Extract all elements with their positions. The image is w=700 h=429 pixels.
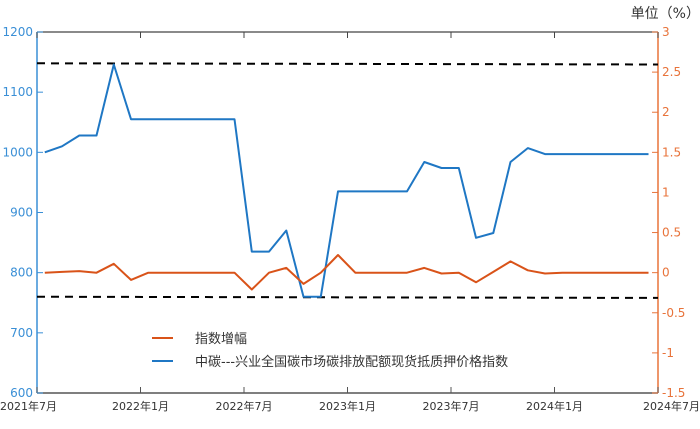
right-y-tick-label: 2 [662,105,670,119]
right-y-tick-label: -1.5 [662,386,685,400]
legend-label-index: 中碳---兴业全国碳市场碳排放配额现货抵质押价格指数 [195,354,508,370]
unit-label: 单位（%） [631,6,700,22]
reference-line-dashed [37,297,658,298]
legend: 指数增幅 中碳---兴业全国碳市场碳排放配额现货抵质押价格指数 [152,332,508,370]
right-y-tick-label: 1.5 [662,145,681,159]
right-y-tick-label: -0.5 [662,306,685,320]
change-series-line [45,255,649,290]
right-y-tick-label: -1 [662,346,674,360]
left-y-tick-label: 900 [10,206,33,220]
x-tick-label: 2021年7月 [0,399,57,413]
left-y-tick-label: 1200 [2,25,33,39]
legend-label-change: 指数增幅 [195,332,247,347]
right-y-tick-label: 0 [662,266,670,280]
left-y-tick-label: 600 [10,386,33,400]
right-y-tick-label: 1 [662,185,670,199]
left-y-tick-label: 1100 [2,85,33,99]
reference-line-dashed [37,63,658,64]
x-tick-label: 2022年1月 [112,399,169,413]
left-y-tick-label: 1000 [2,145,33,159]
index-series-line [45,65,649,297]
right-y-tick-label: 3 [662,25,670,39]
left-y-tick-label: 800 [10,266,33,280]
x-tick-label: 2023年7月 [423,399,480,413]
x-tick-label: 2023年1月 [319,399,376,413]
right-y-tick-label: 0.5 [662,226,681,240]
x-tick-label: 2024年1月 [526,399,583,413]
right-y-tick-label: 2.5 [662,65,681,79]
x-tick-label: 2022年7月 [216,399,273,413]
x-tick-label: 2024年7月 [643,399,700,413]
left-y-tick-label: 700 [10,326,33,340]
